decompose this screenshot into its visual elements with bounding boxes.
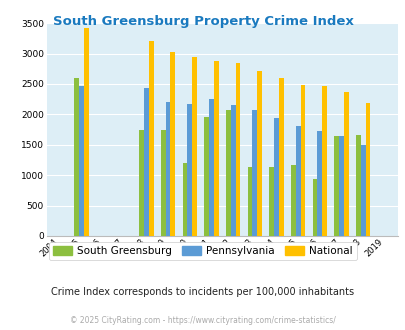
Bar — [256, 71, 261, 236]
Bar — [355, 135, 360, 236]
Text: Crime Index corresponds to incidents per 100,000 inhabitants: Crime Index corresponds to incidents per… — [51, 287, 354, 297]
Bar — [360, 145, 364, 236]
Bar — [343, 92, 348, 236]
Bar — [74, 78, 79, 236]
Bar — [148, 41, 153, 236]
Bar — [273, 118, 278, 236]
Bar — [79, 86, 83, 236]
Text: South Greensburg Property Crime Index: South Greensburg Property Crime Index — [52, 15, 353, 28]
Bar — [252, 110, 256, 236]
Bar — [192, 56, 196, 236]
Bar — [269, 167, 273, 236]
Bar — [338, 136, 343, 236]
Bar — [364, 103, 369, 236]
Bar — [182, 163, 187, 236]
Bar — [187, 104, 192, 236]
Bar — [204, 117, 209, 236]
Bar — [165, 102, 170, 236]
Bar — [247, 167, 252, 236]
Bar — [290, 165, 295, 236]
Bar — [139, 130, 144, 236]
Bar — [213, 61, 218, 236]
Bar — [83, 28, 88, 236]
Bar — [317, 131, 322, 236]
Bar — [209, 99, 213, 236]
Bar — [226, 110, 230, 236]
Bar — [322, 86, 326, 236]
Bar — [144, 88, 148, 236]
Bar — [334, 136, 338, 236]
Text: © 2025 CityRating.com - https://www.cityrating.com/crime-statistics/: © 2025 CityRating.com - https://www.city… — [70, 316, 335, 325]
Bar — [278, 79, 283, 236]
Bar — [160, 130, 165, 236]
Legend: South Greensburg, Pennsylvania, National: South Greensburg, Pennsylvania, National — [49, 242, 356, 260]
Bar — [170, 52, 175, 236]
Bar — [312, 179, 317, 236]
Bar — [235, 63, 240, 236]
Bar — [300, 85, 305, 236]
Bar — [295, 126, 300, 236]
Bar — [230, 105, 235, 236]
